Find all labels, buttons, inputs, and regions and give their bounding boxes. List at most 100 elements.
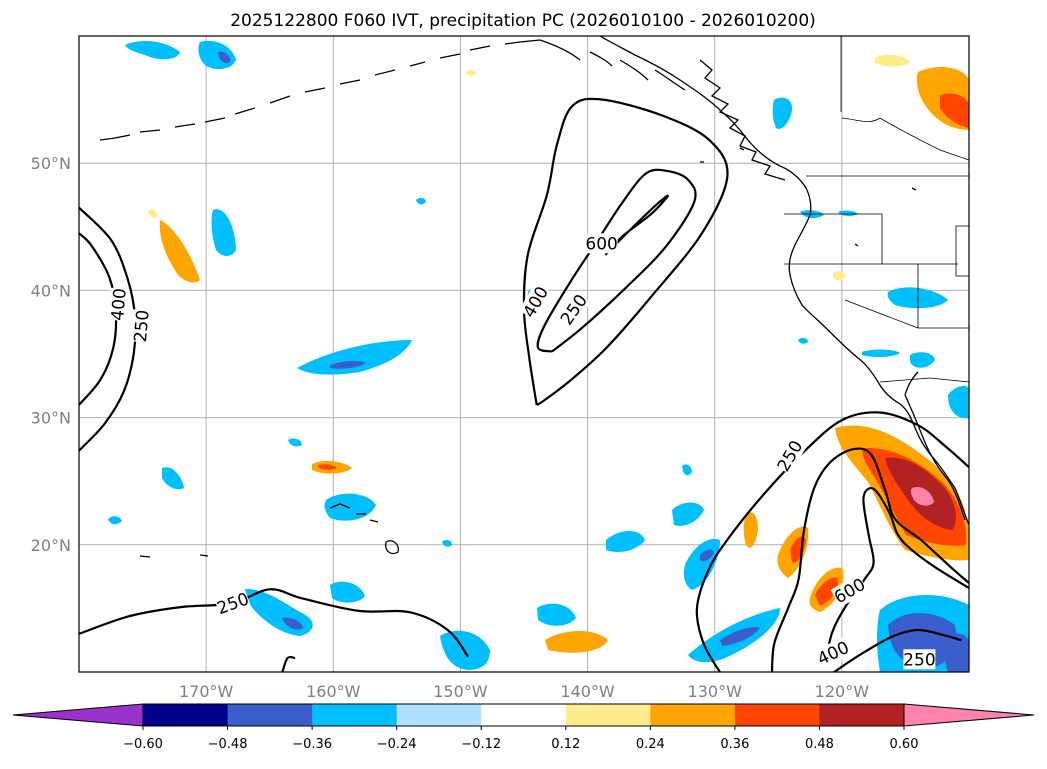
lat-tick-label: 40°N — [31, 281, 71, 300]
colorbar-tick-label: 0.60 — [890, 737, 919, 752]
precip-negative-region — [442, 539, 452, 547]
precip-negative-region — [700, 549, 714, 562]
precip-negative-region — [218, 51, 231, 64]
lon-tick-label: 140°W — [560, 682, 615, 701]
lon-tick-label: 130°W — [688, 682, 743, 701]
ivt-contour-label: 400 — [107, 287, 131, 322]
colorbar-segment — [481, 704, 567, 726]
precip-negative-region — [672, 502, 704, 526]
ivt-contour-250 — [281, 655, 296, 672]
precip-positive-region — [910, 486, 934, 506]
ivt-label-text: 250 — [903, 650, 935, 670]
ivt-label-text: 400 — [108, 287, 131, 321]
precip-negative-region — [330, 360, 366, 369]
ivt-contour-250 — [522, 97, 729, 406]
coastline-alaska-south — [539, 39, 686, 91]
coastlines — [99, 36, 969, 558]
ivt-contour-label: 250 — [129, 309, 154, 343]
lat-tick-label: 20°N — [31, 536, 71, 555]
colorbar-frame — [142, 703, 905, 727]
ivt-label-halo — [830, 573, 869, 608]
ivt-contour-600 — [604, 194, 669, 256]
colorbar-extend-low — [12, 703, 144, 727]
ivt-label-halo — [107, 287, 130, 322]
precip-negative-region — [910, 352, 935, 368]
colorbar-tick-label: −0.36 — [292, 737, 332, 752]
ivt-label-text: 600 — [585, 234, 617, 254]
latitude-labels: 20°N 30°N 40°N 50°N — [31, 154, 71, 555]
colorbar-segment — [565, 704, 651, 726]
precip-negative-region — [537, 603, 576, 626]
colorbar-tick-label: 0.36 — [720, 737, 749, 752]
precip-positive-region — [875, 54, 910, 67]
precip-negative-region — [162, 467, 184, 490]
lon-tick-label: 160°W — [306, 682, 361, 701]
ivt-contour-400 — [770, 447, 969, 672]
precip-negative-region — [682, 464, 692, 476]
ivt-contour-400 — [536, 168, 697, 353]
colorbar-tick-labels: −0.60 −0.48 −0.36 −0.24 −0.12 0.12 0.24 0.36 0.4… — [123, 726, 918, 752]
precip-negative-region — [772, 97, 793, 129]
ivt-contour-label: 600 — [585, 233, 618, 254]
lon-tick-label: 150°W — [433, 682, 488, 701]
precip-negative-region — [282, 617, 303, 630]
precip-positive-region — [940, 93, 969, 128]
coastline-alaska-gulf — [599, 36, 812, 216]
precip-negative-region — [606, 531, 645, 552]
lon-tick-label: 120°W — [815, 682, 870, 701]
chart-title: 2025122800 F060 IVT, precipitation PC (2… — [230, 11, 816, 31]
map-background — [79, 36, 969, 672]
precip-negative-region — [416, 197, 426, 205]
colorbar-tick-label: −0.12 — [461, 737, 501, 752]
precip-negative-region — [798, 337, 808, 344]
lon-tick-label: 170°W — [179, 682, 234, 701]
coastline-hawaii — [329, 503, 399, 555]
colorbar-segment — [734, 704, 820, 726]
precip-positive-region — [148, 209, 158, 218]
ivt-contour-250 — [79, 588, 469, 658]
precip-negative-region — [211, 209, 236, 256]
precip-negative-region — [108, 516, 122, 525]
colorbar-segment — [650, 704, 736, 726]
precip-negative-region — [125, 40, 180, 60]
ivt-label-halo — [556, 290, 591, 329]
state-borders — [784, 117, 969, 383]
colorbar-tick-label: −0.60 — [123, 737, 163, 752]
precip-negative-region — [944, 633, 969, 672]
colorbar-tick-label: 0.48 — [805, 737, 834, 752]
precip-negative-region — [948, 385, 969, 419]
colorbar-tick-label: 0.12 — [551, 737, 580, 752]
colorbar-extend-high — [903, 703, 1035, 727]
coastline-aleutians — [99, 39, 541, 141]
precip-positive-region — [743, 512, 758, 548]
ivt-label-halo — [903, 649, 936, 670]
ivt-label-halo — [814, 637, 852, 669]
ivt-label-text: 250 — [131, 309, 154, 343]
precip-positive-region — [159, 220, 200, 283]
colorbar-segment — [143, 704, 229, 726]
colorbar-tick-label: −0.24 — [377, 737, 417, 752]
precip-positive-region — [815, 577, 839, 606]
colorbar — [12, 703, 1035, 727]
precip-negative-region — [330, 581, 365, 603]
coastline-us-west — [788, 214, 969, 526]
coastline-bc-panhandle — [699, 59, 786, 181]
colorbar-tick-label: 0.24 — [636, 737, 665, 752]
precip-fill-layer — [108, 40, 969, 672]
precip-negative-region — [288, 438, 302, 447]
precip-positive-region — [545, 631, 608, 653]
ivt-contour-250 — [695, 411, 969, 672]
colorbar-segment — [819, 704, 905, 726]
colorbar-segment — [396, 704, 482, 726]
coastline-islands — [139, 147, 917, 558]
ivt-contour-250 — [833, 628, 962, 672]
ivt-contour-600 — [824, 487, 969, 666]
precip-negative-region — [838, 210, 858, 217]
ivt-label-halo — [773, 436, 807, 475]
precip-negative-region — [862, 349, 900, 358]
ivt-label-halo — [585, 233, 618, 254]
precip-negative-region — [720, 627, 760, 646]
